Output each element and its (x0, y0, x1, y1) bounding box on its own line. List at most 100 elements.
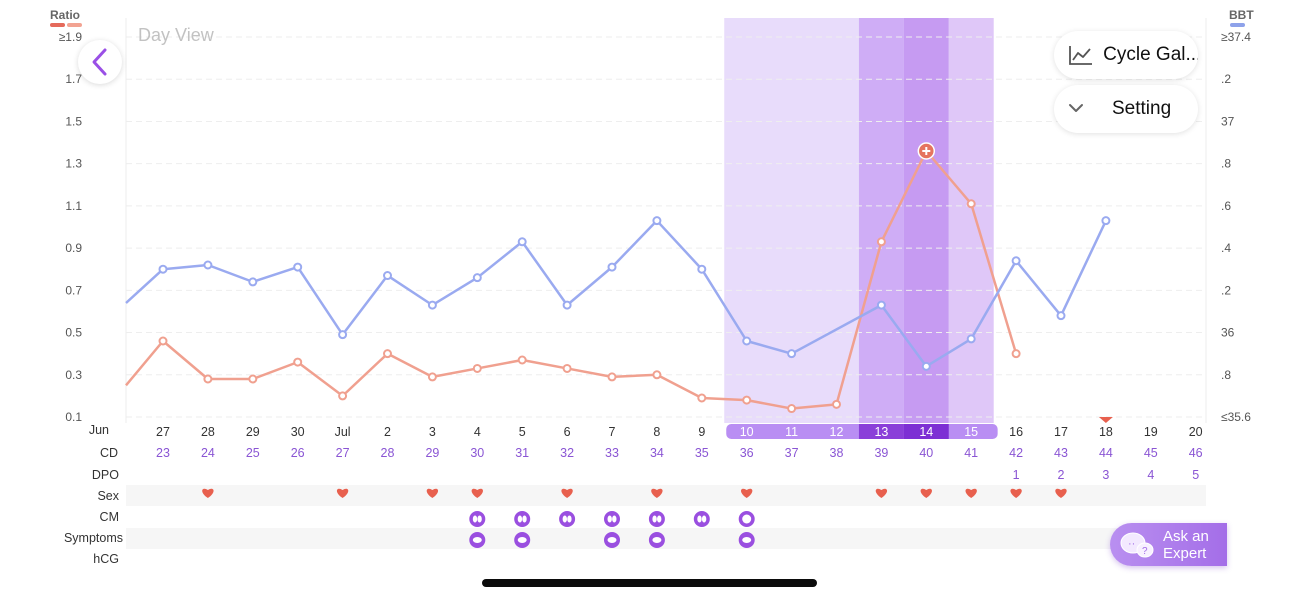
heart-icon (875, 488, 888, 498)
chevron-left-icon (92, 48, 107, 76)
heart-icon (741, 488, 753, 498)
left-tick-label: 1.1 (65, 199, 82, 213)
cd-label: 34 (650, 446, 664, 460)
ratio-point (383, 349, 392, 359)
chevron-down-icon (1069, 104, 1083, 112)
dpo-label: 2 (1058, 468, 1065, 482)
bbt-point (742, 336, 752, 346)
cm-drop-icon (472, 515, 478, 523)
right-tick-label: .8 (1221, 157, 1231, 171)
ratio-point (158, 336, 168, 346)
bbt-point (652, 216, 662, 226)
bbt-point (383, 271, 392, 281)
cm-drop-icon (607, 515, 612, 523)
bbt-point (607, 262, 617, 272)
cycle-gallery-label: Cycle Gal... (1103, 44, 1198, 65)
heart-icon (336, 488, 349, 498)
ratio-point (787, 404, 797, 414)
right-tick-label: 36 (1221, 326, 1235, 340)
symptom-glyph (472, 537, 482, 543)
cd-label: 46 (1189, 446, 1203, 460)
bbt-point (921, 361, 931, 371)
date-label: 16 (1009, 425, 1023, 439)
ask-expert-button[interactable]: ·· ? Ask an Expert (1110, 523, 1227, 566)
cm-icon (469, 511, 486, 527)
cd-row-label: CD (100, 446, 118, 460)
day-view-label: Day View (138, 25, 214, 45)
cd-label: 28 (381, 446, 395, 460)
bbt-point (338, 330, 348, 340)
cd-label: 31 (515, 446, 529, 460)
date-label: 13 (874, 425, 888, 439)
right-axis-title: BBT (1229, 8, 1254, 22)
cd-label: 25 (246, 446, 260, 460)
bbt-point (787, 349, 797, 359)
bbt-point (517, 237, 527, 247)
cd-label: 42 (1009, 446, 1023, 460)
svg-text:?: ? (1142, 546, 1148, 557)
peak-plus-icon (922, 147, 931, 155)
date-label: 5 (519, 425, 526, 439)
bbt-point (1056, 311, 1066, 321)
date-label: 18 (1099, 425, 1113, 439)
ratio-point (517, 355, 527, 365)
cm-icon (693, 511, 710, 527)
cd-label: 43 (1054, 446, 1068, 460)
symptom-glyph (652, 537, 662, 543)
hcg-row-label: hCG (93, 552, 119, 566)
left-tick-label: 0.1 (65, 410, 82, 424)
date-label: 17 (1054, 425, 1068, 439)
cm-icon-inner (742, 514, 752, 524)
heart-icon (1010, 488, 1022, 498)
cm-icon (514, 511, 531, 527)
left-tick-label: 0.9 (65, 241, 82, 255)
cycle-gallery-button[interactable]: Cycle Gal... (1054, 31, 1198, 79)
dpo-label: 3 (1102, 468, 1109, 482)
date-label: 14 (919, 425, 933, 439)
date-label: 2 (384, 425, 391, 439)
sex-row-bg (126, 485, 1206, 506)
ratio-point (876, 237, 886, 247)
heart-icon (1055, 488, 1067, 498)
cm-drop-icon (567, 515, 572, 523)
fertile-day-band (948, 18, 994, 423)
date-label: 9 (698, 425, 705, 439)
ratio-point (697, 393, 707, 403)
symptoms-row-bg (126, 528, 1206, 549)
ratio-point (1011, 349, 1021, 359)
date-label: 8 (653, 425, 660, 439)
right-tick-label: .2 (1221, 283, 1231, 297)
bbt-point (697, 264, 707, 274)
date-label: 19 (1144, 425, 1158, 439)
left-tick-label: 0.5 (65, 326, 82, 340)
cd-label: 37 (785, 446, 799, 460)
date-label: 7 (609, 425, 616, 439)
bbt-point (472, 273, 482, 283)
ratio-point (427, 372, 437, 382)
right-tick-label: .4 (1221, 241, 1231, 255)
cd-label: 39 (874, 446, 888, 460)
cm-drop-icon (612, 515, 617, 523)
cd-label: 30 (470, 446, 484, 460)
back-button[interactable] (78, 40, 122, 84)
cd-label: 40 (919, 446, 933, 460)
right-tick-label: 37 (1221, 114, 1235, 128)
left-tick-label: 1.7 (65, 72, 82, 86)
setting-button[interactable]: Setting (1054, 85, 1198, 133)
ratio-point (652, 370, 662, 380)
home-indicator (482, 579, 817, 587)
bbt-point (876, 300, 886, 310)
ratio-legend-swatch-2 (67, 23, 82, 27)
heart-icon (920, 488, 932, 498)
cm-drop-icon (657, 515, 662, 523)
bbt-point (158, 264, 168, 274)
predicted-marker-icon (1098, 417, 1113, 423)
svg-text:··: ·· (1128, 538, 1135, 550)
date-label: 15 (964, 425, 978, 439)
bbt-point (966, 334, 976, 344)
symptom-glyph (607, 537, 617, 543)
symptom-glyph (517, 537, 527, 543)
ratio-point (742, 395, 752, 405)
ask-expert-line1: Ask an (1163, 527, 1209, 545)
